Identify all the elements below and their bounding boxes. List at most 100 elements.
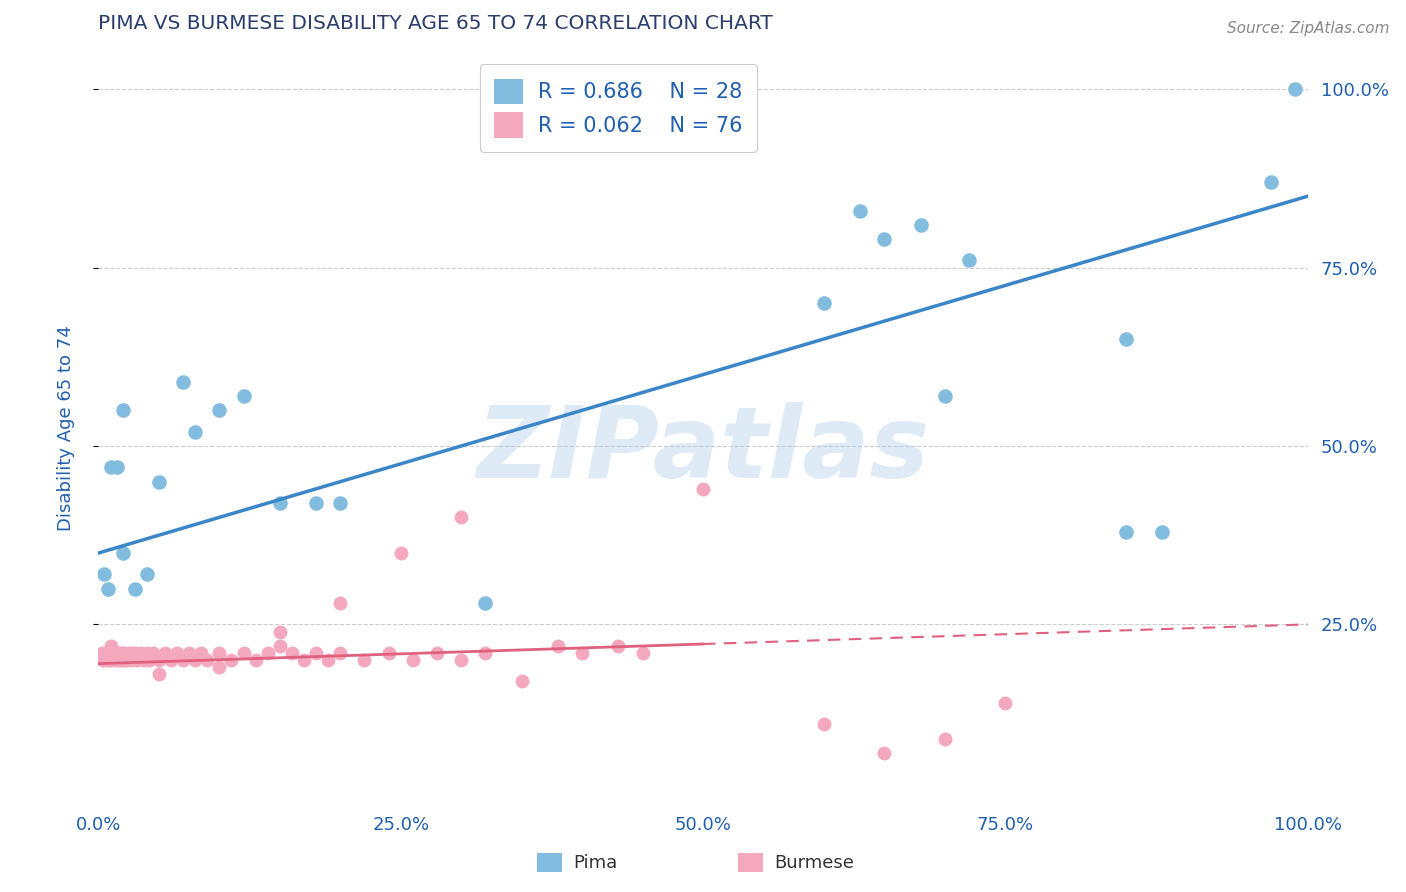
Point	[108, 653, 131, 667]
Point	[108, 646, 131, 660]
Point	[873, 746, 896, 760]
Point	[100, 460, 122, 475]
Point	[221, 653, 243, 667]
Point	[124, 582, 146, 596]
Point	[1284, 82, 1306, 96]
Point	[813, 717, 835, 731]
Point	[994, 696, 1017, 710]
Point	[124, 646, 146, 660]
Point	[631, 646, 654, 660]
Point	[232, 646, 254, 660]
Point	[172, 653, 194, 667]
Point	[142, 646, 165, 660]
Point	[232, 389, 254, 403]
Point	[98, 646, 121, 660]
Point	[474, 646, 496, 660]
Point	[129, 646, 152, 660]
Text: ZIPatlas: ZIPatlas	[477, 402, 929, 500]
Point	[100, 653, 122, 667]
Point	[103, 653, 125, 667]
Point	[118, 646, 141, 660]
Point	[97, 653, 120, 667]
Point	[849, 203, 872, 218]
Point	[100, 646, 122, 660]
Point	[121, 646, 143, 660]
Point	[377, 646, 399, 660]
Point	[910, 218, 932, 232]
Point	[316, 653, 339, 667]
Legend: R = 0.686    N = 28, R = 0.062    N = 76: R = 0.686 N = 28, R = 0.062 N = 76	[479, 64, 756, 153]
Text: Pima: Pima	[574, 854, 617, 871]
Point	[281, 646, 304, 660]
Point	[96, 646, 118, 660]
Point	[269, 639, 291, 653]
Point	[100, 639, 122, 653]
Point	[115, 653, 138, 667]
Point	[269, 624, 291, 639]
Point	[105, 460, 128, 475]
Point	[547, 639, 569, 653]
Point	[135, 567, 157, 582]
Point	[208, 403, 231, 417]
Point	[389, 546, 412, 560]
Point	[179, 646, 201, 660]
Point	[426, 646, 449, 660]
Point	[153, 646, 176, 660]
Point	[111, 403, 134, 417]
Point	[127, 653, 149, 667]
Point	[184, 425, 207, 439]
Point	[329, 646, 352, 660]
Point	[110, 653, 132, 667]
Y-axis label: Disability Age 65 to 74: Disability Age 65 to 74	[56, 326, 75, 531]
Text: PIMA VS BURMESE DISABILITY AGE 65 TO 74 CORRELATION CHART: PIMA VS BURMESE DISABILITY AGE 65 TO 74 …	[98, 13, 773, 32]
Point	[208, 660, 231, 674]
Point	[329, 496, 352, 510]
Point	[474, 596, 496, 610]
Point	[305, 646, 328, 660]
Point	[1115, 332, 1137, 346]
Point	[107, 646, 129, 660]
Point	[402, 653, 425, 667]
Point	[172, 375, 194, 389]
Point	[934, 731, 956, 746]
Point	[160, 653, 183, 667]
Point	[450, 510, 472, 524]
Point	[134, 653, 156, 667]
Point	[138, 653, 160, 667]
Point	[195, 653, 218, 667]
Point	[120, 653, 142, 667]
Point	[256, 646, 278, 660]
Point	[111, 646, 134, 660]
Point	[450, 653, 472, 667]
Point	[269, 496, 291, 510]
Point	[1115, 524, 1137, 539]
Point	[873, 232, 896, 246]
Point	[510, 674, 533, 689]
Point	[104, 646, 127, 660]
Point	[1260, 175, 1282, 189]
Point	[114, 646, 136, 660]
Point	[305, 496, 328, 510]
Point	[101, 646, 124, 660]
Point	[813, 296, 835, 310]
Text: Source: ZipAtlas.com: Source: ZipAtlas.com	[1226, 21, 1389, 36]
Point	[957, 253, 980, 268]
Point	[94, 646, 117, 660]
Point	[105, 653, 128, 667]
Point	[934, 389, 956, 403]
Point	[353, 653, 375, 667]
Point	[692, 482, 714, 496]
Point	[184, 653, 207, 667]
Point	[93, 567, 115, 582]
Point	[292, 653, 315, 667]
Point	[91, 646, 114, 660]
Point	[97, 582, 120, 596]
Point	[105, 646, 128, 660]
Point	[166, 646, 188, 660]
Point	[329, 596, 352, 610]
Point	[111, 546, 134, 560]
Point	[148, 653, 170, 667]
Point	[148, 475, 170, 489]
Point	[245, 653, 267, 667]
Point	[607, 639, 630, 653]
